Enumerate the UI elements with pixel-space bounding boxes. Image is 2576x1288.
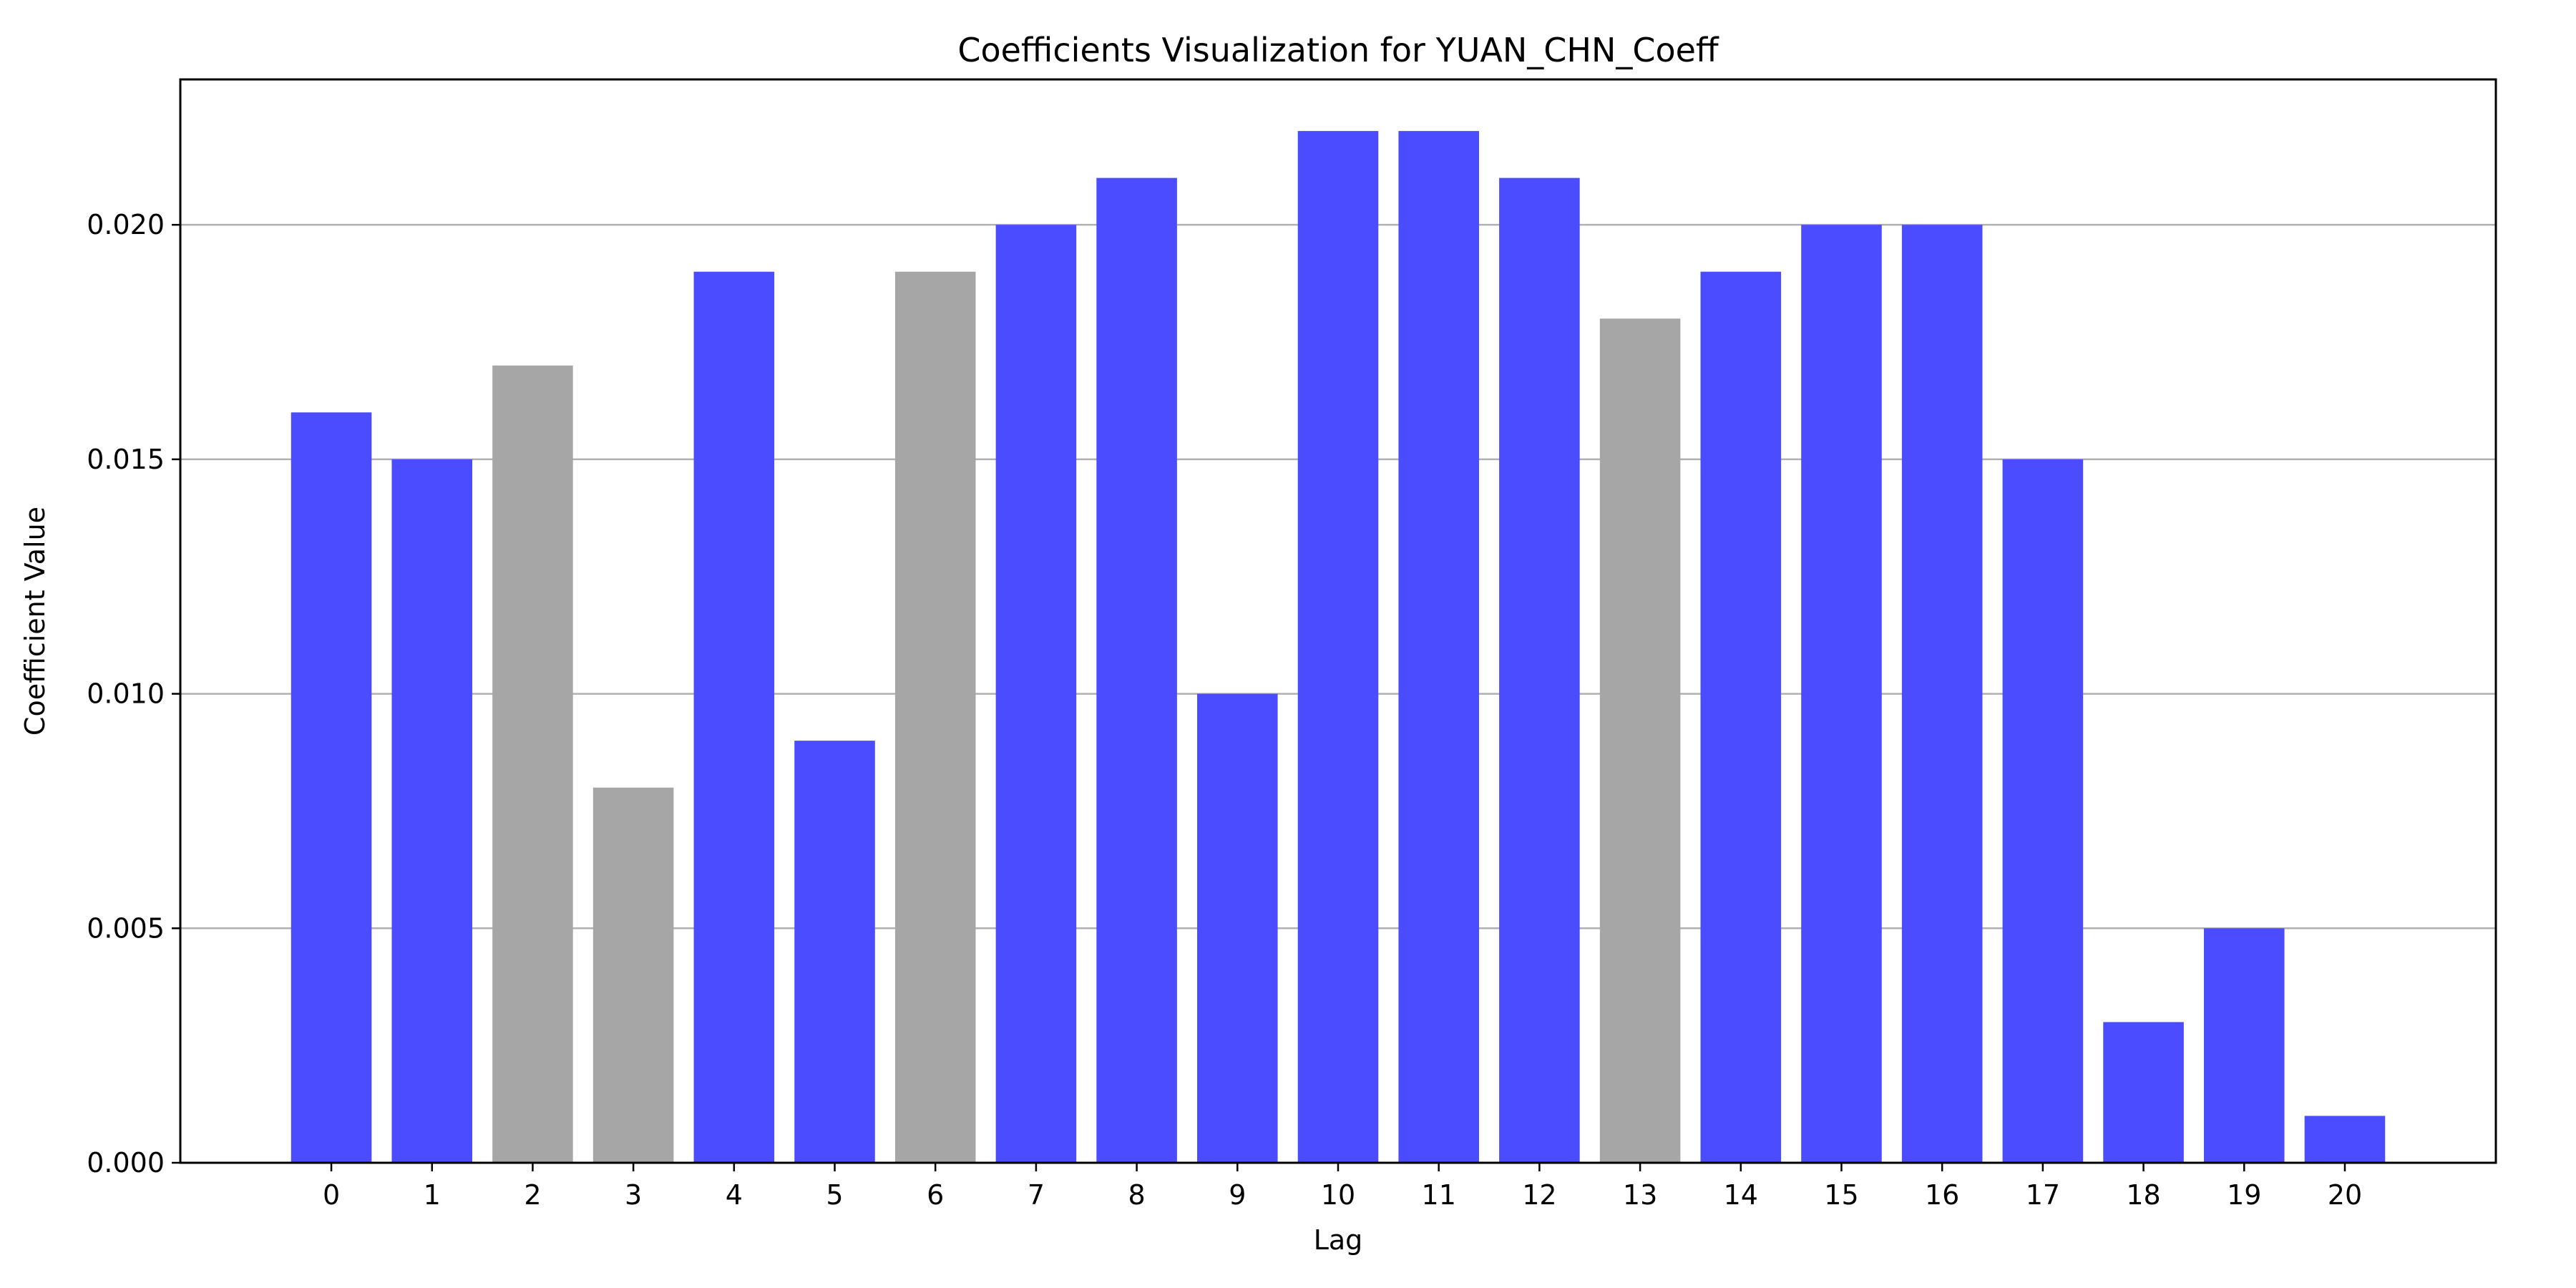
y-tick-label: 0.020 <box>87 209 165 240</box>
x-tick-label: 7 <box>1028 1179 1045 1211</box>
x-tick-label: 0 <box>323 1179 340 1211</box>
x-tick-label: 19 <box>2227 1179 2261 1211</box>
x-tick-label: 13 <box>1623 1179 1657 1211</box>
x-tick-label: 4 <box>726 1179 743 1211</box>
x-tick-label: 20 <box>2328 1179 2362 1211</box>
x-tick-label: 14 <box>1724 1179 1758 1211</box>
bar-lag-4 <box>693 271 775 1163</box>
x-tick-label: 18 <box>2126 1179 2160 1211</box>
y-tick-label: 0.010 <box>87 678 165 710</box>
y-axis-title: Coefficient Value <box>19 507 51 736</box>
x-tick-label: 1 <box>424 1179 441 1211</box>
bar-lag-18 <box>2103 1022 2184 1163</box>
x-tick-label: 2 <box>524 1179 541 1211</box>
bar-lag-7 <box>995 225 1077 1163</box>
x-tick-label: 16 <box>1925 1179 1959 1211</box>
x-tick-label: 9 <box>1229 1179 1246 1211</box>
bar-lag-9 <box>1197 693 1278 1163</box>
bars <box>291 131 2386 1163</box>
x-tick-label: 17 <box>2026 1179 2060 1211</box>
bar-lag-17 <box>2002 459 2084 1163</box>
bar-lag-16 <box>1901 225 1983 1163</box>
bar-lag-12 <box>1499 177 1580 1163</box>
bar-lag-19 <box>2203 928 2285 1163</box>
bar-lag-5 <box>794 741 875 1163</box>
bar-lag-6 <box>894 271 976 1163</box>
bar-lag-1 <box>391 459 473 1163</box>
y-tick-label: 0.005 <box>87 912 165 944</box>
x-tick-label: 5 <box>826 1179 843 1211</box>
bar-lag-20 <box>2304 1116 2386 1163</box>
bar-lag-8 <box>1096 177 1177 1163</box>
x-tick-label: 11 <box>1422 1179 1456 1211</box>
bar-lag-10 <box>1297 131 1379 1163</box>
bar-lag-2 <box>492 365 573 1163</box>
x-axis-title: Lag <box>1314 1224 1363 1256</box>
bar-lag-0 <box>291 412 372 1163</box>
bar-lag-11 <box>1398 131 1479 1163</box>
y-tick-label: 0.015 <box>87 444 165 475</box>
x-tick-label: 3 <box>625 1179 642 1211</box>
x-tick-label: 15 <box>1824 1179 1858 1211</box>
bar-lag-14 <box>1700 271 1782 1163</box>
y-tick-label: 0.000 <box>87 1147 165 1179</box>
bar-lag-3 <box>592 787 674 1163</box>
chart-title: Coefficients Visualization for YUAN_CHN_… <box>957 31 1719 69</box>
x-tick-label: 6 <box>927 1179 944 1211</box>
x-tick-label: 8 <box>1128 1179 1146 1211</box>
bar-lag-15 <box>1801 225 1882 1163</box>
x-tick-label: 12 <box>1522 1179 1556 1211</box>
x-tick-label: 10 <box>1321 1179 1355 1211</box>
bar-lag-13 <box>1599 318 1681 1163</box>
